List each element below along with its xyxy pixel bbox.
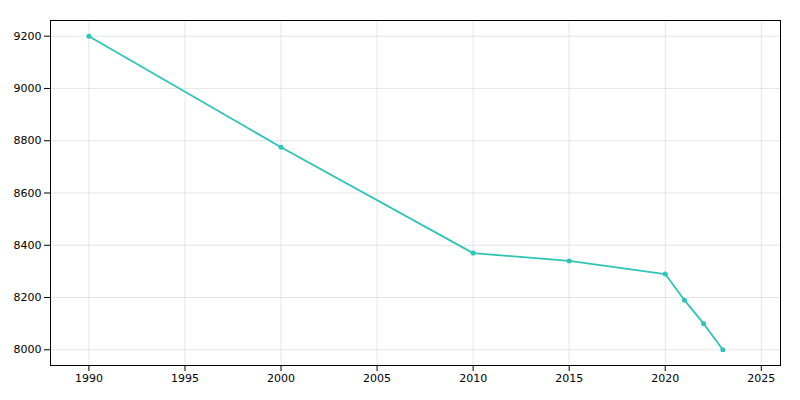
svg-text:8000: 8000 (14, 343, 42, 356)
svg-text:9200: 9200 (14, 30, 42, 43)
svg-text:1995: 1995 (171, 372, 199, 385)
svg-text:8400: 8400 (14, 239, 42, 252)
svg-text:2000: 2000 (267, 372, 295, 385)
svg-text:2020: 2020 (651, 372, 679, 385)
svg-text:2015: 2015 (555, 372, 583, 385)
svg-text:9000: 9000 (14, 82, 42, 95)
svg-text:8200: 8200 (14, 291, 42, 304)
svg-text:8600: 8600 (14, 187, 42, 200)
svg-text:1990: 1990 (75, 372, 103, 385)
svg-text:8800: 8800 (14, 134, 42, 147)
svg-text:2005: 2005 (363, 372, 391, 385)
svg-text:2010: 2010 (459, 372, 487, 385)
svg-text:2025: 2025 (747, 372, 775, 385)
